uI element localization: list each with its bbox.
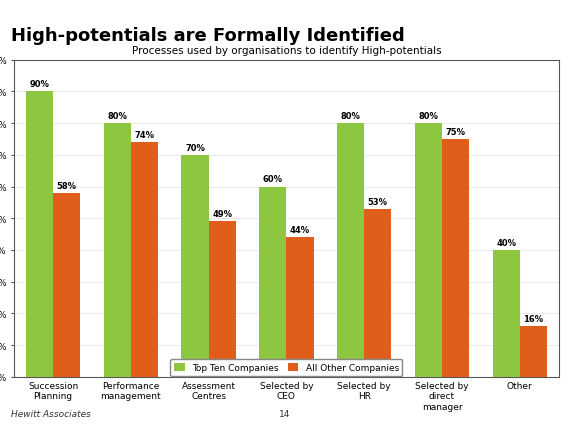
Text: 80%: 80%	[341, 112, 360, 121]
Bar	[209, 222, 236, 377]
Bar	[104, 124, 131, 377]
Text: 60%: 60%	[263, 175, 283, 184]
Legend: Top Ten Companies, All Other Companies: Top Ten Companies, All Other Companies	[170, 360, 402, 376]
Text: 16%: 16%	[523, 314, 543, 323]
Text: 80%: 80%	[107, 112, 127, 121]
Bar	[181, 155, 209, 377]
Text: 74%: 74%	[135, 131, 154, 140]
Text: 75%: 75%	[446, 127, 466, 136]
Bar	[415, 124, 442, 377]
Text: Hewitt Associates: Hewitt Associates	[11, 409, 91, 417]
Bar	[337, 124, 364, 377]
Bar	[442, 140, 469, 377]
Title: Processes used by organisations to identify High-potentials: Processes used by organisations to ident…	[132, 46, 441, 55]
Text: 53%: 53%	[368, 197, 388, 206]
Bar	[492, 250, 520, 377]
Text: High-potentials are Formally Identified: High-potentials are Formally Identified	[11, 27, 405, 45]
Text: 58%: 58%	[57, 181, 77, 190]
Text: 40%: 40%	[496, 238, 516, 247]
Bar	[131, 143, 158, 377]
Bar	[364, 209, 392, 377]
Bar	[259, 187, 287, 377]
Bar	[53, 193, 80, 377]
Text: 90%: 90%	[30, 80, 50, 89]
Text: 80%: 80%	[418, 112, 438, 121]
Text: 44%: 44%	[290, 226, 310, 235]
Text: 70%: 70%	[185, 143, 205, 152]
Text: 14: 14	[279, 409, 291, 417]
Bar	[520, 326, 547, 377]
Bar	[287, 238, 314, 377]
Text: 49%: 49%	[212, 210, 232, 219]
Bar	[26, 92, 53, 377]
